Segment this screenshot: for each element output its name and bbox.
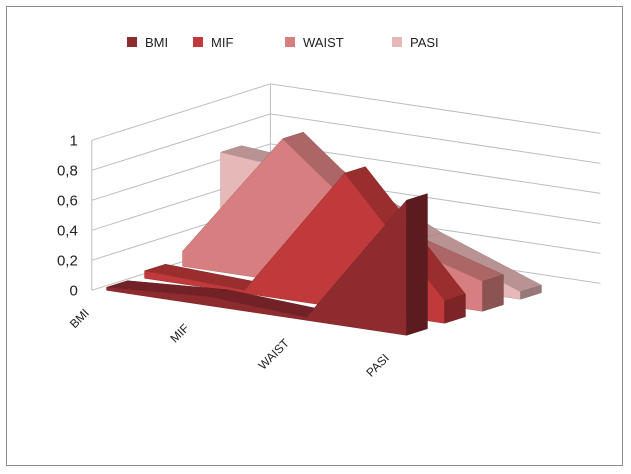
y-tick-label: 0,6 [57,192,78,209]
legend-swatch [392,37,402,47]
legend-swatch [127,37,137,47]
x-category-label: BMI [67,306,92,331]
y-tick-label: 1 [69,132,77,149]
area-end-face [520,284,542,300]
y-tick-label: 0,4 [57,222,78,239]
area-chart-3d: BMI MIF WAIST PASI 0 0,2 0,4 0,6 0,8 1 BMI MIF WAI… [57,35,601,380]
x-category-label: MIF [167,321,192,346]
gridline [91,83,601,141]
area-end-face [482,274,504,312]
series-layer [106,131,543,336]
x-category-label: WAIST [255,336,292,373]
legend-label: PASI [410,35,439,50]
legend-swatch [285,37,295,47]
legend-label: BMI [145,35,168,50]
legend-item-bmi: BMI [127,35,168,50]
legend-item-mif: MIF [193,35,233,50]
legend-item-pasi: PASI [392,35,439,50]
legend-swatch [193,37,203,47]
area-end-face [406,193,428,336]
y-tick-label: 0,8 [57,162,78,179]
y-tick-label: 0,2 [57,252,78,269]
chart-frame: BMI MIF WAIST PASI 0 0,2 0,4 0,6 0,8 1 BMI MIF WAI… [6,6,623,466]
legend-label: MIF [211,35,233,50]
area-end-face [444,293,466,324]
y-axis-ticks: 0 0,2 0,4 0,6 0,8 1 [57,132,78,299]
y-tick-label: 0 [69,282,77,299]
series-bmi [106,193,429,336]
legend-item-waist: WAIST [285,35,344,50]
legend-label: WAIST [303,35,344,50]
legend: BMI MIF WAIST PASI [127,35,439,50]
x-category-label: PASI [363,351,392,380]
